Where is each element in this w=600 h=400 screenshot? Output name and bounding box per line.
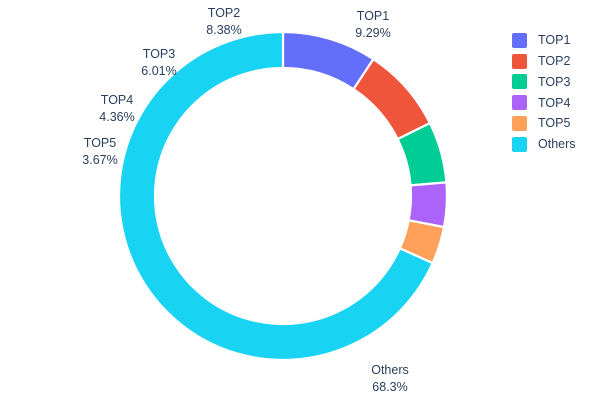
label-top2-percent: 8.38% — [206, 23, 241, 37]
chart-legend: TOP1 TOP2 TOP3 TOP4 TOP5 Others — [512, 30, 598, 155]
legend-swatch-icon — [512, 136, 527, 152]
label-top4-name: TOP4 — [101, 93, 133, 107]
label-top2-name: TOP2 — [208, 6, 240, 20]
label-others-percent: 68.3% — [372, 380, 407, 394]
legend-item-top5[interactable]: TOP5 — [512, 113, 598, 134]
label-top4-percent: 4.36% — [99, 110, 134, 124]
legend-item-others[interactable]: Others — [512, 134, 598, 155]
donut-slices-group — [117, 30, 449, 362]
label-top1-name: TOP1 — [357, 9, 389, 23]
legend-swatch-icon — [512, 74, 527, 90]
legend-item-label: TOP1 — [538, 33, 571, 48]
label-top1-percent: 9.29% — [355, 26, 390, 40]
label-top5-name: TOP5 — [84, 136, 116, 150]
donut-slice-top2[interactable] — [352, 58, 431, 141]
label-top3-name: TOP3 — [143, 47, 175, 61]
legend-swatch-icon — [512, 32, 527, 48]
legend-item-top2[interactable]: TOP2 — [512, 51, 598, 72]
donut-slice-others[interactable] — [117, 30, 434, 362]
legend-swatch-icon — [512, 53, 527, 69]
legend-item-top3[interactable]: TOP3 — [512, 72, 598, 93]
slice-annotations: TOP1 9.29% TOP2 8.38% TOP3 6.01% TOP4 4.… — [82, 6, 408, 394]
legend-item-label: TOP4 — [538, 95, 571, 110]
legend-item-label: TOP5 — [538, 116, 571, 131]
label-top3-percent: 6.01% — [141, 64, 176, 78]
legend-item-top4[interactable]: TOP4 — [512, 92, 598, 113]
legend-swatch-icon — [512, 95, 527, 111]
legend-item-label: TOP3 — [538, 74, 571, 89]
legend-item-top1[interactable]: TOP1 — [512, 30, 598, 51]
legend-item-label: Others — [538, 137, 576, 152]
legend-swatch-icon — [512, 116, 527, 132]
label-top5-percent: 3.67% — [82, 153, 117, 167]
label-others-name: Others — [371, 363, 409, 377]
legend-item-label: TOP2 — [538, 53, 571, 68]
